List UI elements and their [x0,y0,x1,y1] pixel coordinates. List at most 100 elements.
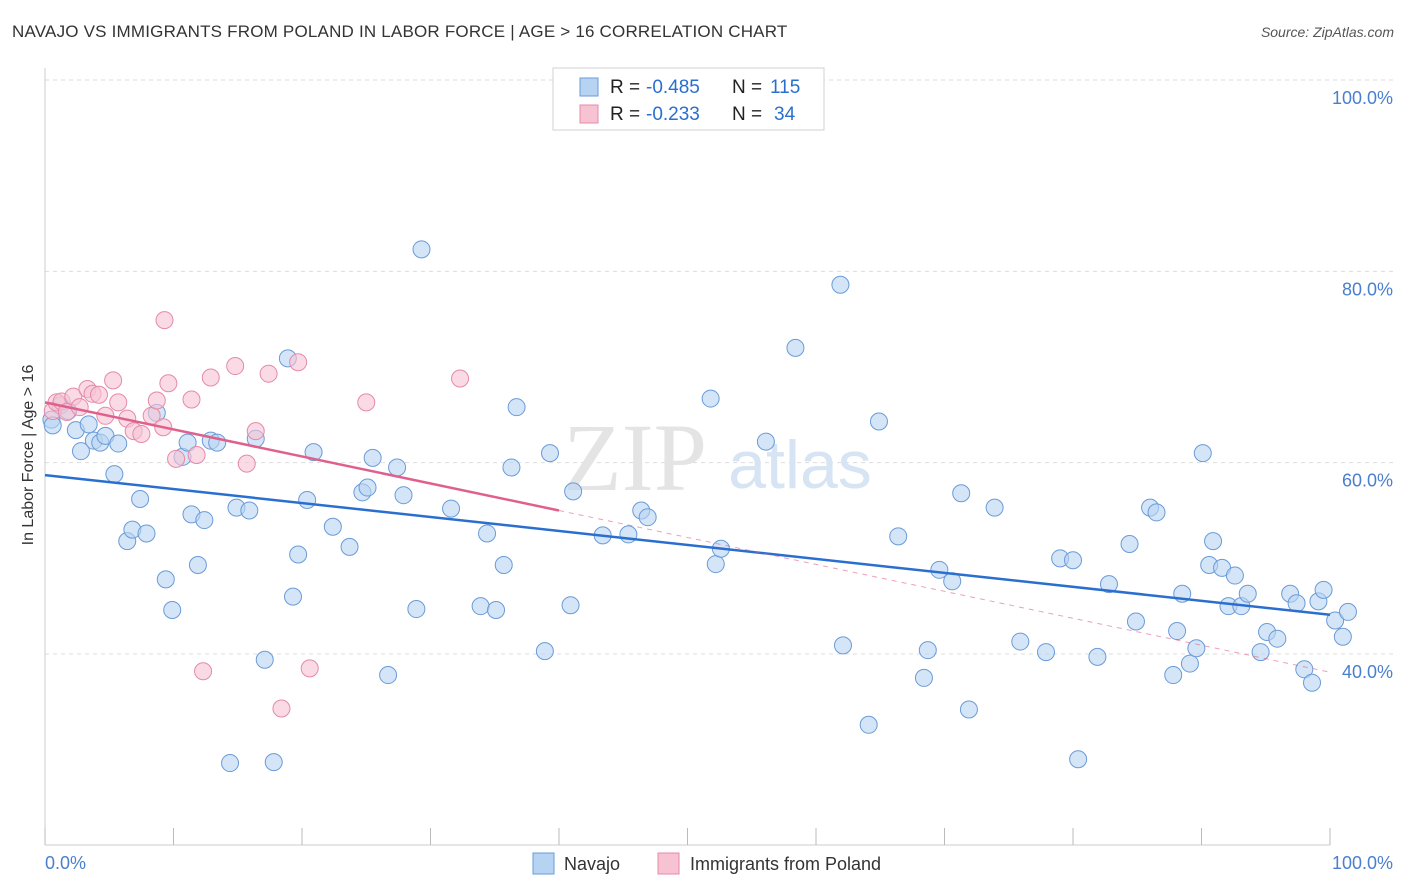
navajo-point [869,412,888,431]
navajo-point [756,432,775,451]
poland-point [194,662,213,681]
navajo-point [79,415,98,434]
y-axis-label: In Labor Force | Age > 16 [20,365,37,546]
navajo-point [1268,629,1287,648]
navajo-point [541,444,560,463]
poland-point [182,390,201,409]
navajo-point [195,511,214,530]
navajo-point [1180,654,1199,673]
navajo-point [507,398,526,417]
navajo-point [1011,632,1030,651]
navajo-point [706,555,725,574]
navajo-point [363,448,382,467]
legend-r-label-2: R = [610,104,640,125]
navajo-point [1064,551,1082,570]
poland-point [109,393,128,412]
navajo-point [985,498,1004,517]
navajo-point [1164,666,1183,685]
navajo-point [105,465,124,484]
poland-point [187,446,206,465]
navajo-point [564,482,583,501]
poland-point [451,369,470,388]
navajo-point [1225,566,1244,585]
poland-point [132,424,151,443]
axes [44,68,1331,846]
navajo-point [833,636,852,655]
navajo-point [502,458,521,477]
legend-n-label-1: N = [732,77,762,98]
y-tick-label: 80.0% [1342,279,1393,299]
poland-point [246,422,265,441]
navajo-point [323,517,342,536]
y-tick-label: 60.0% [1342,471,1393,491]
poland-point [104,371,123,390]
navajo-point [701,389,720,408]
navajo-point [221,754,240,773]
trend-lines [44,401,1331,673]
poland-trend-extension [558,510,1331,673]
watermark-zip: ZIP [563,404,707,511]
legend-swatch-poland [579,104,599,124]
tick-labels: 40.0% 60.0% 80.0% 100.0% 0.0% 100.0% [45,88,1393,873]
watermark: ZIP atlas [563,404,872,511]
navajo-point [487,600,506,619]
navajo-point [407,600,426,619]
poland-point [237,454,256,473]
poland-point [159,374,178,393]
navajo-point [535,642,554,661]
navajo-point [1251,643,1270,662]
navajo-point [388,458,407,477]
navajo-point [1037,643,1056,662]
navajo-point [1326,611,1345,630]
navajo-point [918,641,937,660]
poland-point [226,357,245,376]
navajo-point [471,597,490,616]
x-tick-label-max: 100.0% [1332,853,1393,873]
poland-point [259,364,278,383]
navajo-point [340,537,359,556]
navajo-point [137,524,156,543]
watermark-atlas: atlas [728,427,872,503]
navajo-point [131,490,150,509]
chart-title: NAVAJO VS IMMIGRANTS FROM POLAND IN LABO… [12,22,788,41]
poland-trend-line [44,401,560,512]
navajo-point [1099,575,1118,594]
navajo-point [379,666,398,685]
poland-point [357,393,376,412]
navajo-point [478,524,497,543]
navajo-trend-line [44,473,1331,617]
legend-n-value-1: 115 [770,77,800,98]
navajo-point [358,478,377,497]
navajo-point [638,508,657,527]
legend-r-value-1: -0.485 [646,77,700,98]
navajo-point [914,668,933,687]
navajo-point [264,753,283,772]
navajo-point [109,434,128,453]
navajo-point [561,596,580,615]
navajo-point [1333,627,1352,646]
navajo-point [289,545,308,564]
navajo-point [1187,639,1206,658]
legend-r-value-2: -0.233 [646,104,700,125]
navajo-point [1193,444,1212,463]
legend-n-label-2: N = [732,104,762,125]
navajo-point [1147,503,1166,522]
navajo-point [188,556,207,575]
bottom-legend-label-navajo: Navajo [564,854,620,874]
bottom-legend: Navajo Immigrants from Poland [532,852,881,875]
navajo-point [889,527,908,546]
navajo-point [1168,622,1187,641]
poland-point [201,368,220,387]
top-legend: R = -0.485 N = 115 R = -0.233 N = 34 [552,67,825,131]
navajo-point [1120,534,1139,553]
navajo-point [959,700,978,719]
data-points [42,240,1357,773]
navajo-point [442,499,461,518]
navajo-point [1314,580,1333,599]
navajo-point [298,490,317,509]
navajo-point [494,556,513,575]
bottom-legend-swatch-poland [657,852,680,875]
navajo-point [1069,750,1088,769]
source-label: Source: ZipAtlas.com [1260,24,1394,40]
navajo-point [859,715,878,734]
